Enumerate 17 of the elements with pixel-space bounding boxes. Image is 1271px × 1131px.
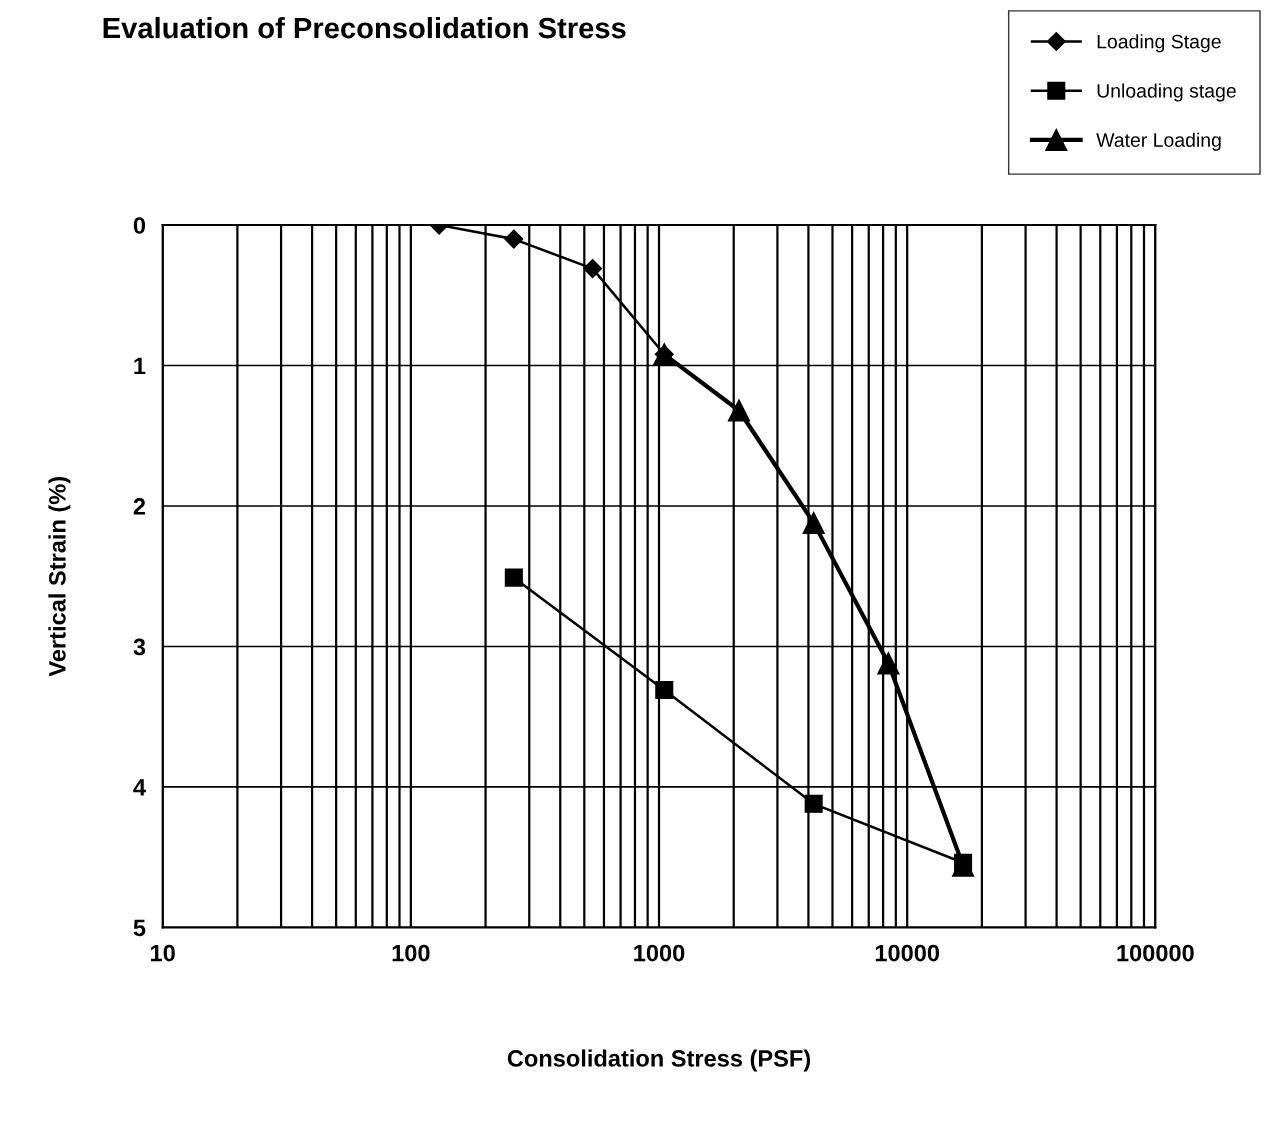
x-tick-label: 10000 [875,944,940,962]
x-axis-title: Consolidation Stress (PSF) [507,1049,811,1072]
x-tick-label: 100000 [1117,944,1194,962]
x-tick-label: 1000 [634,944,685,962]
legend-label: Unloading stage [1097,83,1236,102]
legend-label: Loading Stage [1097,34,1221,53]
y-tick-label: 3 [133,638,146,656]
y-axis-title: Vertical Strain (%) [48,477,71,677]
y-tick-label: 0 [133,217,146,234]
y-tick-label: 1 [134,357,146,375]
x-tick-label: 100 [392,944,430,962]
y-tick-label: 4 [133,779,146,796]
y-tick-label: 5 [133,919,146,937]
chart-title: Evaluation of Preconsolidation Stress [103,16,626,39]
y-tick-label: 2 [133,498,146,515]
x-tick-label: 10 [151,944,175,962]
legend-label: Water Loading [1096,132,1221,151]
